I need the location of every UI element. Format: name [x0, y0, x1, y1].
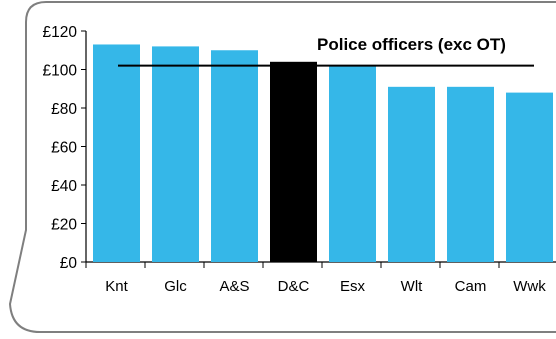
- y-tick-label: £60: [51, 140, 77, 157]
- bar-dc: [270, 61, 317, 262]
- x-tick-label: Wwk: [513, 278, 546, 295]
- x-tick-label: A&S: [219, 278, 249, 295]
- bar-wlt: [388, 86, 435, 262]
- bars: [93, 44, 553, 263]
- bar-glc: [152, 46, 199, 263]
- bar-as: [211, 50, 258, 262]
- x-tick-labels: Knt Glc A&S D&C Esx Wlt Cam Wwk: [105, 278, 546, 295]
- x-tick-label: Wlt: [401, 278, 423, 295]
- x-tick-label: Knt: [105, 278, 128, 295]
- x-tick-label: Cam: [455, 278, 487, 295]
- chart-title: Police officers (exc OT): [317, 35, 506, 54]
- y-tick-label: £80: [51, 101, 77, 118]
- bar-knt: [93, 44, 140, 262]
- y-tick-labels: £0 £20 £40 £60 £80 £100 £120: [43, 24, 78, 272]
- y-tick-label: £0: [60, 255, 78, 272]
- x-tick-label: Esx: [340, 278, 366, 295]
- y-tick-label: £120: [43, 24, 78, 41]
- y-tick-label: £100: [43, 63, 78, 80]
- bar-cam: [447, 86, 494, 262]
- bar-esx: [329, 65, 376, 263]
- y-tick-label: £20: [51, 217, 77, 234]
- chart-frame: [8, 1, 556, 333]
- bar-wwk: [506, 92, 553, 262]
- x-tick-label: Glc: [164, 278, 187, 295]
- x-tick-label: D&C: [278, 278, 310, 295]
- y-tick-label: £40: [51, 178, 77, 195]
